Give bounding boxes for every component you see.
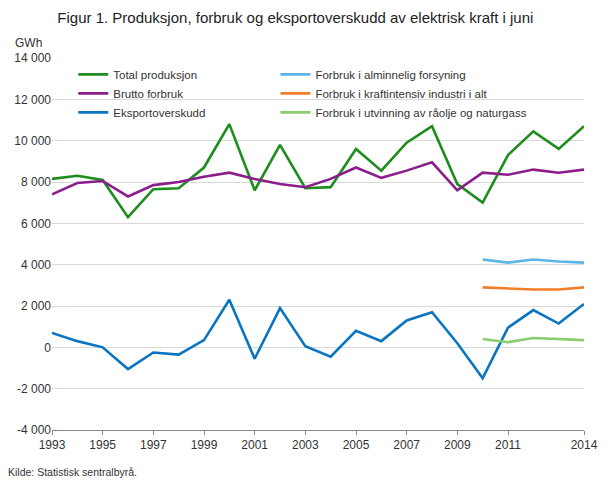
svg-text:1995: 1995 bbox=[89, 438, 116, 452]
svg-text:Forbruk i kraftintensiv indust: Forbruk i kraftintensiv industri i alt bbox=[315, 88, 487, 100]
svg-text:14 000: 14 000 bbox=[14, 51, 51, 65]
svg-text:Figur 1. Produksjon, forbruk o: Figur 1. Produksjon, forbruk og eksporto… bbox=[57, 9, 533, 26]
svg-text:6 000: 6 000 bbox=[21, 217, 51, 231]
svg-text:Forbruk i alminnelig forsyning: Forbruk i alminnelig forsyning bbox=[315, 69, 465, 81]
svg-text:1993: 1993 bbox=[39, 438, 66, 452]
svg-text:Kilde: Statistisk sentralbyrå.: Kilde: Statistisk sentralbyrå. bbox=[8, 466, 137, 478]
svg-text:10 000: 10 000 bbox=[14, 134, 51, 148]
svg-text:2011: 2011 bbox=[495, 438, 521, 452]
svg-text:GWh: GWh bbox=[15, 36, 42, 50]
svg-text:-2 000: -2 000 bbox=[17, 382, 51, 396]
svg-text:12 000: 12 000 bbox=[14, 93, 51, 107]
svg-text:2003: 2003 bbox=[292, 438, 319, 452]
svg-text:2009: 2009 bbox=[444, 438, 471, 452]
svg-text:2001: 2001 bbox=[241, 438, 268, 452]
svg-text:Eksportoverskudd: Eksportoverskudd bbox=[113, 107, 205, 119]
svg-text:0: 0 bbox=[44, 341, 51, 355]
svg-text:2005: 2005 bbox=[343, 438, 370, 452]
svg-text:1997: 1997 bbox=[140, 438, 167, 452]
svg-text:Brutto forbruk: Brutto forbruk bbox=[113, 88, 183, 100]
svg-text:2007: 2007 bbox=[393, 438, 420, 452]
svg-text:-4 000: -4 000 bbox=[17, 423, 51, 437]
svg-text:2014: 2014 bbox=[571, 438, 598, 452]
svg-text:1999: 1999 bbox=[191, 438, 218, 452]
svg-text:4 000: 4 000 bbox=[21, 258, 51, 272]
svg-text:Forbruk i utvinning av råolje: Forbruk i utvinning av råolje og naturga… bbox=[315, 107, 526, 119]
svg-text:2 000: 2 000 bbox=[21, 299, 51, 313]
svg-text:Total produksjon: Total produksjon bbox=[113, 69, 197, 81]
svg-text:8 000: 8 000 bbox=[21, 175, 51, 189]
